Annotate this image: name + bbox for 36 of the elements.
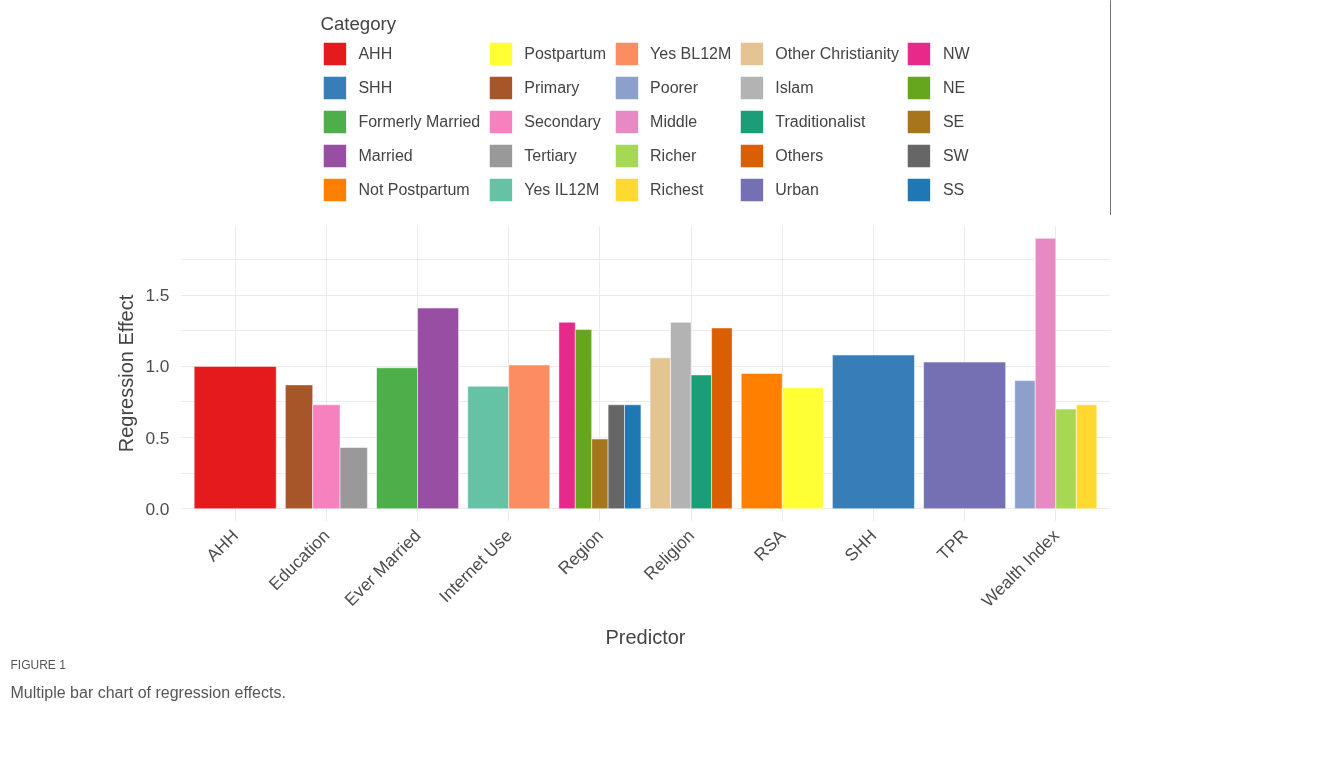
legend-label: Postpartum <box>524 44 607 62</box>
y-tick-label: 1.5 <box>145 285 170 306</box>
legend-label: SE <box>942 112 965 130</box>
x-tick-label: TPR <box>933 525 972 565</box>
legend-label: Traditionalist <box>775 112 866 130</box>
legend-title: Category <box>320 12 398 34</box>
legend-label: NW <box>942 44 970 62</box>
legend-label: Primary <box>524 78 580 96</box>
legend-label: Formerly Married <box>358 112 481 130</box>
y-tick-label: 0.0 <box>145 498 170 519</box>
x-tick-label: RSA <box>750 525 790 565</box>
legend-label: SS <box>942 180 965 198</box>
legend-label: Yes IL12M <box>524 180 600 198</box>
y-axis-title: Regression Effect <box>115 294 138 453</box>
y-tick-label: 1.0 <box>145 356 170 377</box>
legend-label: Tertiary <box>524 146 577 164</box>
legend-label: Others <box>775 146 824 164</box>
legend-label: SW <box>942 146 969 164</box>
legend-label: Urban <box>775 180 819 198</box>
legend-label: Yes BL12M <box>650 44 732 62</box>
legend-label: Poorer <box>650 78 699 96</box>
legend-label: Not Postpartum <box>358 180 470 198</box>
legend-label: SHH <box>358 78 393 96</box>
y-tick-label: 0.5 <box>145 427 170 448</box>
legend-label: Other Christianity <box>775 44 899 62</box>
legend-label: Richer <box>650 146 697 164</box>
legend-label: NE <box>942 78 966 96</box>
legend-label: Richest <box>650 180 704 198</box>
legend-label: Middle <box>650 112 698 130</box>
legend-label: Married <box>358 146 413 164</box>
x-axis-title: Predictor <box>605 625 686 648</box>
legend-label: Secondary <box>524 112 601 130</box>
caption: FIGURE 1 <box>10 657 67 672</box>
legend-label: AHH <box>358 44 393 62</box>
text: Multiple bar chart of regression effects. <box>10 683 286 701</box>
legend-label: Islam <box>775 78 814 96</box>
